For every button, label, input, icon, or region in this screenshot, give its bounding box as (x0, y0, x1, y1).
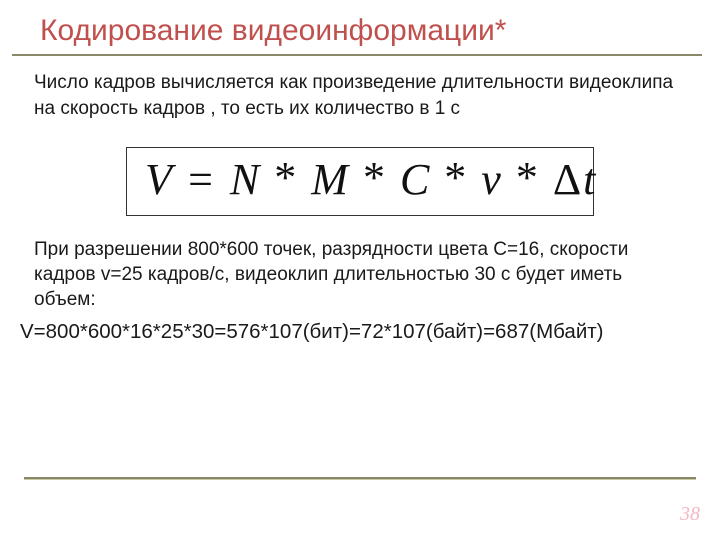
slide: Кодирование видеоинформации* Число кадро… (0, 0, 720, 540)
formula-M: M (311, 155, 349, 204)
formula-star3: * (442, 153, 469, 202)
formula-box: V = N * M * C * v * Δt (126, 147, 594, 216)
formula-v: v (481, 155, 502, 204)
example-paragraph: При разрешении 800*600 точек, разрядност… (0, 238, 720, 312)
formula-lhs: V (145, 155, 172, 204)
formula-delta: Δ (553, 155, 583, 204)
formula-star2: * (361, 153, 388, 202)
formula: V = N * M * C * v * Δt (145, 153, 596, 204)
intro-paragraph: Число кадров вычисляется как произведени… (0, 56, 720, 121)
slide-title: Кодирование видеоинформации* (12, 0, 702, 56)
calculation-line: V=800*600*16*25*30=576*107(бит)=72*107(б… (0, 312, 720, 344)
formula-N: N (230, 155, 260, 204)
formula-eq: = (184, 155, 218, 204)
formula-star1: * (272, 153, 299, 202)
formula-C: C (400, 155, 430, 204)
page-number: 38 (680, 503, 700, 526)
formula-star4: * (514, 153, 541, 202)
footer-rule (24, 477, 696, 480)
formula-t: t (583, 155, 596, 204)
